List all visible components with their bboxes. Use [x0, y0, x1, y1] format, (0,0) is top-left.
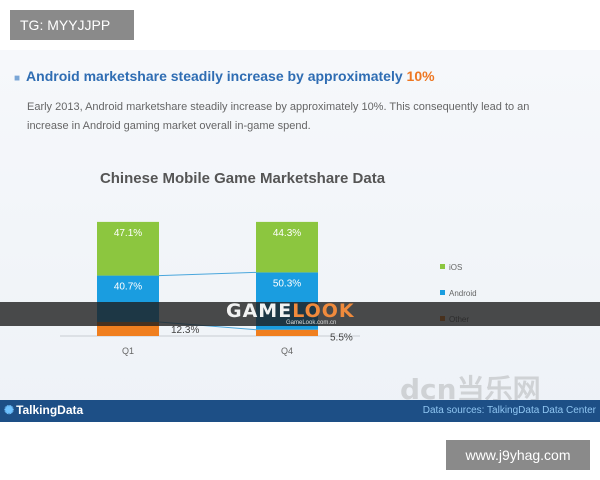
talkingdata-logo-icon: ✺	[4, 403, 15, 417]
bar-ios-q1	[97, 221, 159, 276]
stacked-bar-chart: Q1 Q4 47.1% 40.7% 12.3% 44.3% 50.3% 5.5% iOS Andr…	[60, 221, 477, 356]
description-paragraph: Early 2013, Android marketshare steadily…	[27, 101, 530, 132]
headline-text: Android marketshare steadily increase by…	[26, 68, 407, 84]
url-label: www.j9yhag.com	[465, 447, 571, 463]
gamelook-accent: LOOK	[292, 300, 355, 322]
gamelook-main: GAME	[226, 300, 293, 322]
data-label: 50.3%	[273, 278, 301, 289]
bullet-icon: ■	[14, 73, 21, 84]
legend-swatch-android	[440, 290, 445, 295]
data-label: 44.3%	[273, 228, 301, 239]
slide: ■ Android marketshare steadily increase b…	[0, 50, 600, 422]
gamelook-url: GameLook.com.cn	[286, 320, 337, 326]
data-label: 5.5%	[330, 333, 353, 344]
tg-badge: TG: MYYJJPP	[10, 10, 134, 40]
bar-other-q4	[256, 329, 318, 336]
x-tick-label: Q4	[281, 346, 293, 356]
legend-label: Android	[449, 289, 477, 298]
url-badge: www.j9yhag.com	[446, 440, 590, 470]
gamelook-watermark: GAMELOOK	[226, 300, 355, 322]
connector-line	[158, 271, 257, 277]
data-label: 47.1%	[114, 228, 142, 239]
legend-label: iOS	[449, 263, 462, 272]
talkingdata-logo-text: TalkingData	[16, 403, 84, 417]
data-label: 40.7%	[114, 282, 142, 293]
tg-label: TG: MYYJJPP	[20, 17, 111, 33]
data-label: 12.3%	[171, 325, 199, 336]
headline: ■ Android marketshare steadily increase b…	[14, 68, 435, 84]
talkingdata-logo: ✺ TalkingData	[4, 403, 83, 417]
bar-ios-q4	[256, 221, 318, 273]
footer-bar: ✺ TalkingData Data sources: TalkingData D…	[0, 400, 600, 422]
headline-accent: 10%	[406, 68, 435, 84]
x-tick-label: Q1	[122, 346, 134, 356]
legend-swatch-ios	[440, 264, 445, 269]
data-source: Data sources: TalkingData Data Center	[422, 405, 596, 416]
chart-title: Chinese Mobile Game Marketshare Data	[99, 170, 386, 187]
watermark-band	[0, 302, 600, 326]
